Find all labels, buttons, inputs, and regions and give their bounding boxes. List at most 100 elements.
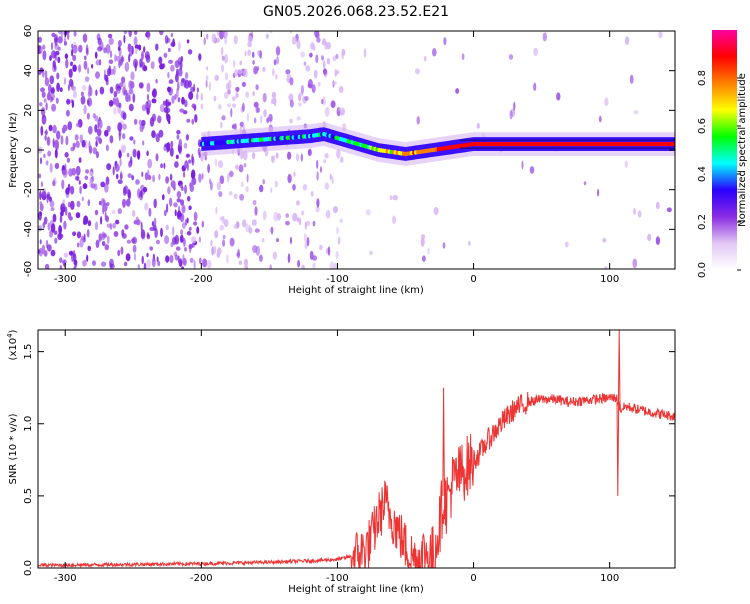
spectrogram-noise-blob bbox=[216, 38, 220, 43]
spectrogram-noise-blob bbox=[80, 91, 84, 97]
spectrogram-noise-blob bbox=[104, 244, 110, 251]
spectrogram-noise-blob bbox=[185, 153, 190, 158]
spectrogram-noise-blob bbox=[181, 266, 185, 269]
spectrogram-noise-blob bbox=[259, 50, 263, 59]
spectrogram-noise-blob bbox=[57, 31, 62, 35]
spectrogram-noise-blob bbox=[152, 174, 156, 183]
spectrogram-noise-blob bbox=[165, 176, 170, 184]
colorbar-ticks: 0.0 0.2 0.4 0.6 0.8 bbox=[697, 70, 741, 278]
spectrogram-noise-blob bbox=[119, 158, 122, 167]
spectrogram-noise-blob bbox=[144, 202, 149, 211]
spectrogram-noise-blob bbox=[115, 55, 121, 62]
spectrogram-noise-blob bbox=[188, 91, 194, 100]
x-tick-label: -200 bbox=[190, 274, 213, 285]
spectrogram-noise-blob bbox=[227, 89, 231, 95]
y-tick-label: 1.5 bbox=[23, 344, 34, 360]
spectrogram-noise-blob bbox=[533, 47, 538, 57]
spectrogram-noise-blob bbox=[508, 54, 514, 60]
colorbar-tick-label: 0.6 bbox=[697, 118, 708, 134]
spectrogram-noise-blob bbox=[50, 223, 56, 233]
spectrogram-noise-blob bbox=[84, 76, 90, 82]
spectrogram-noise-blob bbox=[241, 81, 246, 87]
spectrogram-noise-blob bbox=[324, 41, 329, 50]
spectrogram-noise-blob bbox=[268, 113, 273, 122]
spectrogram-noise-blob bbox=[323, 68, 327, 75]
spectrogram-noise-blob bbox=[58, 225, 62, 235]
spectrogram-noise-blob bbox=[121, 55, 124, 62]
spectrogram-noise-blob bbox=[442, 242, 446, 249]
spectrogram-noise-blob bbox=[39, 203, 44, 212]
spectrogram-noise-blob bbox=[312, 262, 316, 269]
spectrogram-noise-blob bbox=[222, 234, 226, 240]
spectrogram-noise-blob bbox=[147, 31, 151, 40]
spectrogram-noise-blob bbox=[160, 227, 163, 238]
spectrogram-noise-blob bbox=[233, 59, 236, 69]
spectrogram-noise-blob bbox=[74, 134, 79, 141]
snr-scale-label: (x104) bbox=[6, 329, 19, 360]
spectrogram-noise-blob bbox=[292, 184, 296, 191]
spectrogram-noise-blob bbox=[141, 255, 144, 265]
spectrogram-noise-blob bbox=[290, 31, 292, 34]
spectrogram-noise-blob bbox=[80, 235, 85, 241]
spectrogram-noise-blob bbox=[122, 198, 126, 208]
colorbar-tick-label: 0.0 bbox=[697, 262, 708, 278]
spectrogram-noise-blob bbox=[323, 159, 327, 164]
spectrogram-noise-blob bbox=[272, 97, 277, 105]
spectrogram-noise-blob bbox=[624, 160, 628, 169]
spectrogram-noise-blob bbox=[141, 104, 147, 112]
spectrogram-noise-blob bbox=[60, 203, 66, 213]
spectrogram-noise-blob bbox=[235, 92, 239, 98]
spectrogram-noise-blob bbox=[40, 125, 44, 136]
spectrogram-noise-blob bbox=[78, 44, 83, 53]
spectrogram-noise-blob bbox=[123, 34, 126, 44]
spectrogram-noise-blob bbox=[123, 261, 128, 267]
spectrogram-noise-blob bbox=[181, 222, 186, 229]
spectrogram-noise-blob bbox=[170, 241, 174, 248]
spectrogram-noise-blob bbox=[108, 37, 114, 46]
spectrogram-noise-blob bbox=[87, 97, 93, 107]
spectrogram-noise-blob bbox=[54, 65, 56, 71]
spectrogram-noise-blob bbox=[235, 164, 239, 170]
snr-spike bbox=[617, 330, 621, 406]
spectrogram-noise-blob bbox=[170, 140, 174, 148]
spectrogram-noise-blob bbox=[162, 194, 165, 201]
spectrogram-noise-blob bbox=[73, 259, 78, 266]
spectrogram-noise-blob bbox=[170, 180, 176, 188]
spectrogram-noise-blob bbox=[65, 58, 69, 69]
spectrogram-noise-blob bbox=[38, 249, 41, 254]
spectrogram-noise-blob bbox=[151, 130, 156, 139]
spectrogram-noise-blob bbox=[218, 191, 223, 197]
spectrogram-noise-blob bbox=[117, 179, 123, 184]
spectrogram-noise-blob bbox=[180, 55, 184, 63]
spectrogram-noise-blob bbox=[305, 65, 311, 72]
spectrogram-noise-blob bbox=[99, 86, 105, 95]
spectrogram-noise-blob bbox=[40, 107, 46, 117]
spectrogram-noise-blob bbox=[338, 107, 343, 112]
spectrogram-noise-blob bbox=[118, 102, 122, 108]
spectrogram-noise-blob bbox=[167, 101, 172, 106]
spectrogram-noise-blob bbox=[443, 37, 447, 46]
spectrogram-noise-blob bbox=[211, 33, 217, 44]
spectrogram-noise-blob bbox=[94, 124, 98, 133]
spectrogram-noise-blob bbox=[102, 199, 106, 205]
spectrogram-noise-blob bbox=[44, 130, 48, 135]
spectrogram-noise-blob bbox=[198, 152, 201, 158]
spectrogram-noise-blob bbox=[188, 243, 193, 250]
spectrogram-noise-blob bbox=[156, 256, 159, 263]
spectrogram-noise-blob bbox=[141, 61, 146, 71]
snr-panel: -300 -200 -100 0 100 0.0 0.5 1.0 1.5 Height of … bbox=[6, 329, 676, 595]
spectrogram-noise-blob bbox=[121, 233, 127, 239]
spectrogram-noise-blob bbox=[252, 91, 255, 96]
spectrogram-noise-blob bbox=[199, 257, 202, 265]
spectrogram-noise-blob bbox=[248, 224, 251, 231]
spectrogram-noise-blob bbox=[43, 98, 47, 103]
spectrogram-noise-blob bbox=[128, 88, 134, 95]
spectrogram-noise-blob bbox=[64, 152, 69, 158]
spectrogram-noise-blob bbox=[324, 182, 330, 190]
spectrogram-noise-blob bbox=[200, 92, 203, 101]
spectrogram-noise-blob bbox=[165, 98, 169, 109]
spectrogram-noise-blob bbox=[141, 171, 144, 177]
spectrogram-noise-blob bbox=[251, 219, 257, 226]
spectrogram-noise-blob bbox=[101, 261, 107, 267]
spectrogram-noise-blob bbox=[219, 31, 224, 40]
